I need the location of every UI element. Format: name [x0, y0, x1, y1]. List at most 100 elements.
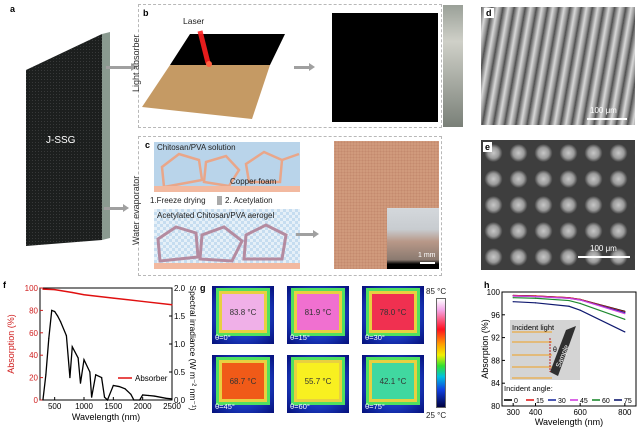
data-point: [171, 304, 173, 306]
y-tick-label: 100: [25, 284, 39, 293]
foam-label: Copper foam: [230, 177, 277, 186]
data-point: [89, 371, 91, 373]
tile-temperature: 55.7 °C: [304, 377, 332, 386]
data-point: [71, 346, 73, 348]
data-point: [130, 393, 132, 395]
data-point: [83, 359, 85, 361]
thermal-tile: 55.7 °C θ=60°: [287, 355, 349, 413]
scale-bar-c: [420, 262, 435, 264]
data-point: [42, 288, 44, 290]
x-tick-label: 1000: [75, 402, 93, 411]
arrow-to-b: [106, 63, 137, 71]
panel-label-d: d: [484, 8, 494, 18]
thermal-hotspot: [222, 363, 264, 399]
x-tick-label: 300: [506, 408, 520, 417]
legend-label: 75: [624, 398, 632, 405]
data-point: [534, 297, 537, 299]
data-point: [65, 335, 67, 337]
data-point: [101, 377, 103, 379]
thermal-tile: 83.8 °C θ=0°: [212, 286, 274, 344]
y-right-tick-label: 0.0: [174, 396, 186, 405]
panel-label-e: e: [483, 142, 493, 152]
data-point: [579, 299, 581, 301]
y-tick-label: 80: [29, 306, 38, 315]
data-point: [48, 337, 50, 339]
series-line-solar-spectrum: [42, 309, 173, 402]
legend-label: 15: [536, 398, 544, 405]
legend-label: 0: [514, 398, 518, 405]
data-point: [118, 385, 120, 388]
data-point: [512, 297, 514, 299]
down-arrow-icon: [217, 196, 222, 205]
y-tick-label: 92: [491, 334, 500, 343]
y-tick-label: 20: [29, 374, 38, 383]
scale-text-c: 1 mm: [418, 252, 436, 259]
data-point: [54, 289, 56, 291]
data-point: [579, 309, 581, 311]
laser-scribing-diagram: [142, 30, 285, 119]
colorbar-min: 25 °C: [426, 411, 447, 420]
data-point: [579, 302, 581, 304]
panel-label-h: h: [484, 280, 490, 290]
data-point: [57, 315, 59, 317]
data-point: [45, 374, 47, 376]
sample-label: J-SSG: [46, 135, 76, 146]
temperature-colorbar: [436, 298, 446, 408]
data-point: [147, 394, 150, 397]
data-point: [624, 313, 626, 315]
thermal-tile: 68.7 °C θ=45°: [212, 355, 274, 413]
inset-title: Incident light: [512, 323, 555, 332]
tile-temperature: 81.9 °C: [304, 308, 332, 317]
inset-theta: θ: [553, 347, 557, 354]
panel-label-a: a: [10, 4, 16, 14]
data-point: [51, 309, 53, 311]
data-point: [624, 331, 626, 333]
y-right-tick-label: 2.0: [174, 284, 186, 293]
scale-text-e: 100 μm: [590, 244, 617, 253]
scale-bar-d: [587, 118, 627, 120]
x-tick-label: 600: [573, 408, 587, 417]
y-tick-label: 60: [29, 329, 38, 338]
legend-label-absorber: Absorber: [135, 374, 168, 383]
data-point: [79, 382, 82, 384]
x-tick-label: 2000: [134, 402, 152, 411]
data-point: [171, 398, 173, 400]
tile-angle: θ=15°: [290, 333, 310, 342]
y-tick-label: 40: [29, 351, 38, 360]
data-point: [69, 377, 71, 379]
series-line-absorber: [42, 288, 173, 306]
data-point: [624, 311, 626, 314]
tile-temperature: 83.8 °C: [229, 308, 257, 317]
thermal-tile: 78.0 °C θ=30°: [362, 286, 424, 344]
data-point: [71, 291, 73, 294]
aerogel-diagram: [154, 209, 300, 269]
x-axis-label: Wavelength (nm): [535, 417, 603, 427]
panel-label-c: c: [145, 140, 151, 150]
data-point: [103, 396, 106, 398]
data-point: [133, 399, 135, 401]
data-point: [624, 318, 626, 320]
panel-b-frame: [138, 4, 442, 128]
data-point: [142, 300, 144, 303]
y-axis-label: Absorption (%): [480, 319, 490, 379]
y-right-tick-label: 0.5: [174, 368, 186, 377]
thermal-tile: 42.1 °C θ=75°: [362, 355, 424, 413]
data-point: [112, 384, 114, 387]
tile-temperature: 78.0 °C: [379, 308, 407, 317]
data-point: [568, 299, 570, 302]
data-point: [59, 321, 62, 323]
y-right-tick-label: 1.5: [174, 312, 186, 321]
colorbar-max: 85 °C: [426, 287, 447, 296]
data-point: [83, 294, 85, 296]
y-axis-label: Absorption (%): [6, 314, 16, 374]
data-point: [165, 397, 167, 399]
x-tick-label: 1500: [104, 402, 122, 411]
thermal-tile: 81.9 °C θ=15°: [287, 286, 349, 344]
arrow-to-c: [104, 204, 129, 212]
chart-f: 500 1000 1500 2000 2500 0 20 40 60 80 100 0.0 0.5 1.0…: [6, 284, 198, 422]
water-evaporator-label: Water evaporator: [131, 175, 141, 245]
data-point: [142, 394, 144, 396]
data-point: [153, 395, 155, 397]
panel-label-b: b: [143, 8, 149, 18]
legend-title: Incident angle:: [504, 384, 553, 393]
